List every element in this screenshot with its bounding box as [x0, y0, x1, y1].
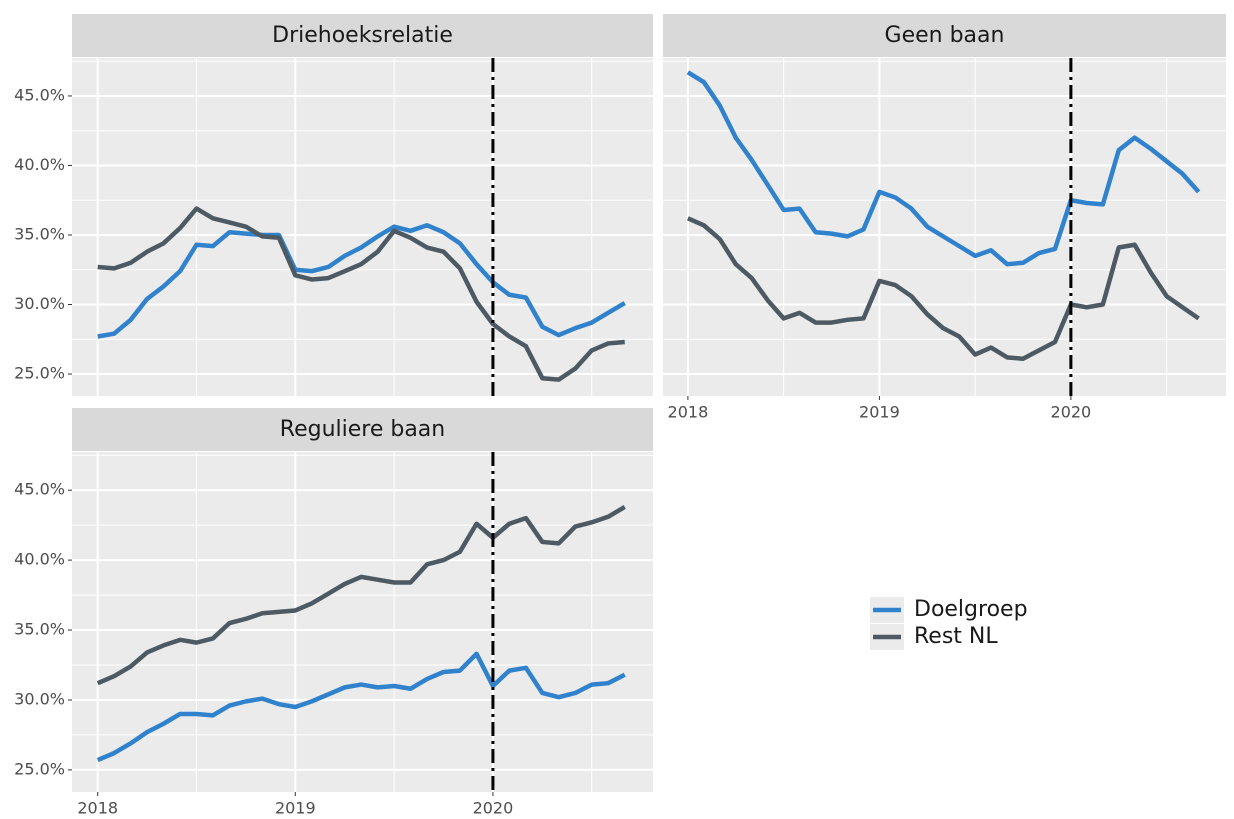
y-tick-label: 25.0% — [14, 364, 65, 383]
y-tick-label: 35.0% — [14, 224, 65, 243]
y-tick-label: 30.0% — [14, 689, 65, 708]
x-tick-label: 2018 — [668, 403, 709, 422]
x-tick-label: 2019 — [859, 403, 900, 422]
legend-label: Doelgroep — [914, 597, 1028, 622]
series-line — [96, 651, 626, 763]
x-tick-label: 2019 — [275, 799, 316, 818]
y-tick-label: 25.0% — [14, 759, 65, 778]
y-tick-label: 40.0% — [14, 550, 65, 569]
series-line — [96, 505, 626, 686]
x-tick-label: 2020 — [473, 799, 514, 818]
strip — [663, 14, 1226, 57]
strip-title: Driehoeksrelatie — [272, 23, 453, 48]
x-tick-label: 2018 — [77, 799, 118, 818]
strip-title: Geen baan — [885, 23, 1005, 48]
strip — [72, 14, 653, 57]
series-line — [686, 216, 1200, 361]
y-tick-label: 40.0% — [14, 155, 65, 174]
panel-background — [72, 58, 653, 396]
y-tick-label: 35.0% — [14, 620, 65, 639]
y-tick-label: 45.0% — [14, 85, 65, 104]
panel-background — [663, 58, 1226, 396]
y-tick-label: 45.0% — [14, 480, 65, 499]
strip — [72, 408, 653, 451]
panel-background — [72, 452, 653, 792]
series-line — [97, 223, 626, 339]
y-tick-label: 30.0% — [14, 294, 65, 313]
legend-label: Rest NL — [914, 624, 998, 649]
series-line — [97, 206, 625, 382]
strip-title: Reguliere baan — [280, 417, 445, 442]
x-tick-label: 2020 — [1051, 403, 1092, 422]
series-line — [686, 70, 1201, 267]
